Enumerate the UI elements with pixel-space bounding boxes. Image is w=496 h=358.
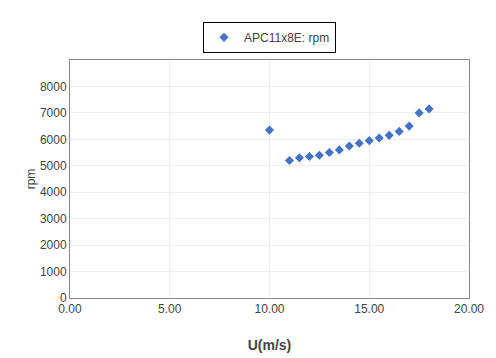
svg-text:8000: 8000	[40, 80, 67, 94]
svg-text:0: 0	[60, 291, 67, 305]
svg-text:10.00: 10.00	[254, 302, 284, 316]
svg-text:5.00: 5.00	[158, 302, 182, 316]
svg-text:rpm: rpm	[24, 169, 38, 190]
svg-text:3000: 3000	[40, 212, 67, 226]
svg-text:2000: 2000	[40, 238, 67, 252]
svg-text:6000: 6000	[40, 133, 67, 147]
svg-text:5000: 5000	[40, 159, 67, 173]
svg-text:7000: 7000	[40, 106, 67, 120]
svg-text:20.00: 20.00	[454, 302, 484, 316]
svg-text:1000: 1000	[40, 265, 67, 279]
svg-text:15.00: 15.00	[354, 302, 384, 316]
svg-text:0.00: 0.00	[58, 302, 82, 316]
svg-text:APC11x8E: rpm: APC11x8E: rpm	[244, 31, 329, 45]
svg-text:4000: 4000	[40, 185, 67, 199]
svg-text:U(m/s): U(m/s)	[248, 337, 292, 353]
